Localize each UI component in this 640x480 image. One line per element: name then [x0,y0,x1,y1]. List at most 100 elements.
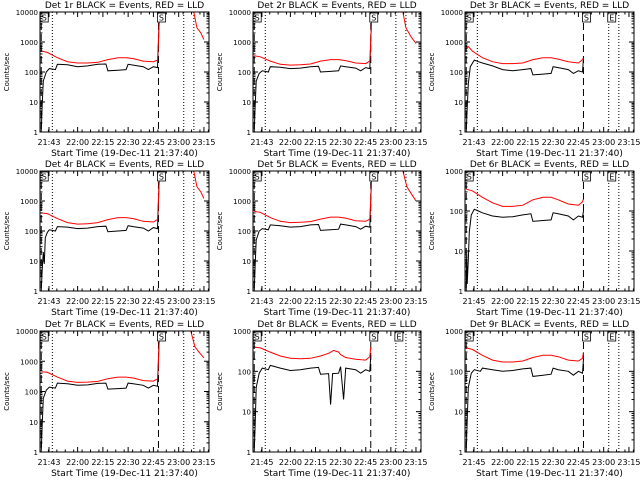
x-tick-label: 22:30 [542,297,565,306]
panel-title: Det 7r BLACK = Events, RED = LLD [45,320,204,330]
x-axis-label: Start Time (19-Dec-11 21:37:40) [264,469,411,479]
series-lld-line [466,347,584,363]
event-marker-label: S [584,333,589,342]
y-tick-label: 10 [242,409,251,417]
y-axis-label: Counts/sec [3,212,11,251]
y-axis-label: Counts/sec [216,53,224,92]
y-tick-label: 1 [247,449,251,457]
x-tick-label: 23:00 [592,138,615,147]
series-events-line [253,171,373,291]
series-lld-line [465,45,584,65]
series-events-line [40,171,160,291]
panel-title: Det 9r BLACK = Events, RED = LLD [470,320,629,330]
event-marker-label: S [584,14,589,23]
y-tick-label: 10000 [441,9,463,17]
y-axis-label: Counts/sec [428,53,436,92]
x-tick-label: 23:15 [404,138,427,147]
y-tick-label: 1000 [233,328,251,336]
panel-det-3r: Det 3r BLACK = Events, RED = LLD Counts/s… [428,1,640,159]
y-tick-label: 10000 [16,9,38,17]
event-marker-label: E [396,333,401,342]
x-tick-label: 22:30 [329,297,352,306]
event-marker-box [394,331,404,342]
panel-det-9r: Det 9r BLACK = Events, RED = LLD Counts/s… [428,320,640,479]
x-axis-label: Start Time (19-Dec-11 21:37:40) [51,469,198,479]
event-marker-label: S [159,14,164,23]
y-tick-label: 10 [242,258,251,266]
event-marker-box [157,171,166,182]
x-tick-label: 22:30 [117,138,140,147]
x-tick-label: 22:45 [567,458,590,467]
panel-title: Det 3r BLACK = Events, RED = LLD [470,1,629,11]
event-marker-box [582,171,591,182]
x-tick-label: 21:43 [37,297,60,306]
x-tick-label: 22:15 [516,458,539,467]
x-axis-label: Start Time (19-Dec-11 21:37:40) [476,149,623,159]
y-tick-label: 100 [450,368,463,376]
series-lld-line [41,12,205,64]
event-marker-box [582,12,591,23]
y-axis-label: Counts/sec [216,212,224,251]
x-tick-label: 22:15 [304,138,327,147]
x-tick-label: 22:45 [567,297,590,306]
x-tick-label: 21:45 [462,458,485,467]
y-axis-label: Counts/sec [428,212,436,251]
x-tick-label: 22:30 [542,138,565,147]
x-tick-label: 21:43 [37,458,60,467]
event-marker-label: S [42,14,47,23]
y-tick-label: 1 [459,129,463,137]
x-tick-label: 23:00 [379,458,402,467]
event-marker-label: S [255,14,260,23]
x-tick-label: 22:45 [142,138,165,147]
event-marker-label: S [467,333,472,342]
series-lld-line [254,346,372,361]
y-tick-label: 10000 [229,168,251,176]
x-tick-label: 23:15 [617,297,640,306]
x-tick-label: 23:15 [617,138,640,147]
y-tick-label: 1000 [233,198,251,206]
event-marker-box [607,171,617,182]
y-tick-label: 1 [247,288,251,296]
event-marker-label: S [584,173,589,182]
event-marker-label: E [609,173,614,182]
event-marker-label: S [467,14,472,23]
y-tick-label: 100 [25,389,38,397]
x-tick-label: 21:43 [37,138,60,147]
series-lld-line [254,12,417,66]
event-marker-box [607,331,617,342]
x-tick-label: 22:00 [491,458,514,467]
x-tick-label: 23:00 [167,138,190,147]
event-marker-label: E [609,333,614,342]
event-marker-label: S [371,14,376,23]
x-tick-label: 23:00 [167,297,190,306]
x-tick-label: 23:00 [379,297,402,306]
panel-det-8r: Det 8r BLACK = Events, RED = LLD Counts/s… [216,320,428,479]
x-tick-label: 23:15 [404,458,427,467]
series-events-line [40,12,160,132]
y-tick-label: 100 [450,208,463,216]
series-lld-line [41,331,205,383]
event-marker-box [157,12,166,23]
event-marker-box [369,12,379,23]
x-tick-label: 22:45 [567,138,590,147]
x-tick-label: 21:45 [250,458,273,467]
x-tick-label: 22:15 [516,297,539,306]
y-tick-label: 1 [459,449,463,457]
x-tick-label: 23:00 [592,297,615,306]
x-tick-label: 22:30 [329,138,352,147]
event-marker-box [582,331,591,342]
y-tick-label: 100 [238,69,251,77]
y-axis-label: Counts/sec [428,372,436,411]
x-tick-label: 22:45 [142,458,165,467]
event-marker-label: S [255,333,260,342]
y-tick-label: 10 [454,248,463,256]
y-axis-label: Counts/sec [3,53,11,92]
x-tick-label: 21:43 [250,297,273,306]
x-tick-label: 22:45 [354,458,377,467]
y-tick-label: 1000 [445,168,463,176]
x-tick-label: 22:15 [304,297,327,306]
y-tick-label: 1 [247,129,251,137]
x-axis-label: Start Time (19-Dec-11 21:37:40) [51,149,198,159]
series-events-line [465,359,584,452]
